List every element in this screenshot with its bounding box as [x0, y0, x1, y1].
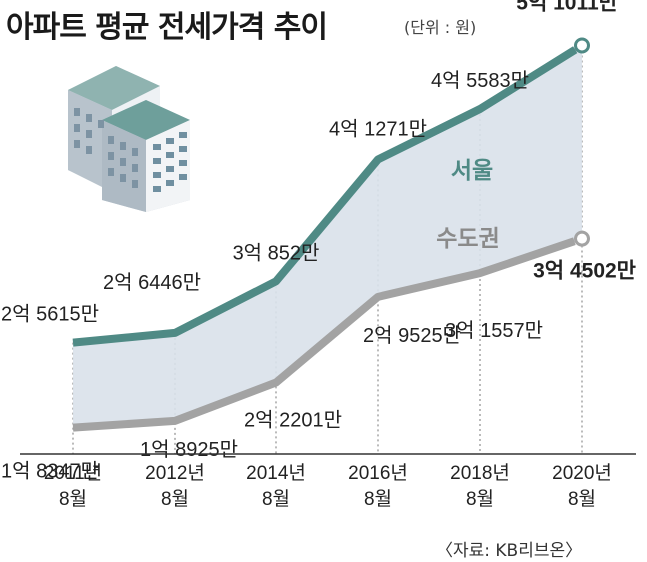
- data-label-metro: 3억 1557만: [445, 319, 543, 342]
- data-label-seoul: 3억 852만: [233, 241, 320, 264]
- source-note: 〈자료: KB리브온〉: [436, 541, 583, 561]
- data-label-metro: 2억 9525만: [363, 324, 461, 347]
- end-marker-metro: [574, 230, 590, 247]
- series-name-seoul: 서울: [451, 157, 493, 183]
- x-tick-label: 2014년 8월: [246, 462, 306, 510]
- data-label-metro: 2억 2201만: [244, 409, 342, 432]
- chart-title: 아파트 평균 전세가격 추이: [6, 10, 328, 45]
- x-tick-label: 2020년 8월: [552, 462, 612, 510]
- x-tick-label: 2016년 8월: [348, 462, 408, 510]
- end-marker-seoul: [574, 37, 590, 54]
- data-label-seoul: 2억 5615만: [1, 303, 99, 326]
- x-tick-label: 2018년 8월: [450, 462, 510, 510]
- x-tick-label: 2012년 8월: [145, 462, 205, 510]
- unit-label: (단위 : 원): [404, 18, 477, 37]
- apartment-building-icon: [38, 52, 208, 216]
- data-label-seoul: 2억 6446만: [103, 271, 201, 294]
- data-label-seoul: 4억 5583만: [431, 69, 529, 92]
- series-name-metro: 수도권: [436, 225, 499, 251]
- data-label-metro: 1억 8347만: [1, 460, 99, 483]
- data-label-metro: 3억 4502만: [533, 260, 636, 283]
- data-label-seoul: 4억 1271만: [329, 117, 427, 140]
- series-line-metro: [72, 237, 576, 432]
- series-line-seoul: [72, 46, 578, 347]
- data-label-seoul: 5억 1011만: [516, 0, 618, 14]
- x-tick-label: 2011년 8월: [44, 462, 102, 510]
- data-label-metro: 1억 8925만: [140, 438, 238, 461]
- series-gap-area: [73, 45, 582, 428]
